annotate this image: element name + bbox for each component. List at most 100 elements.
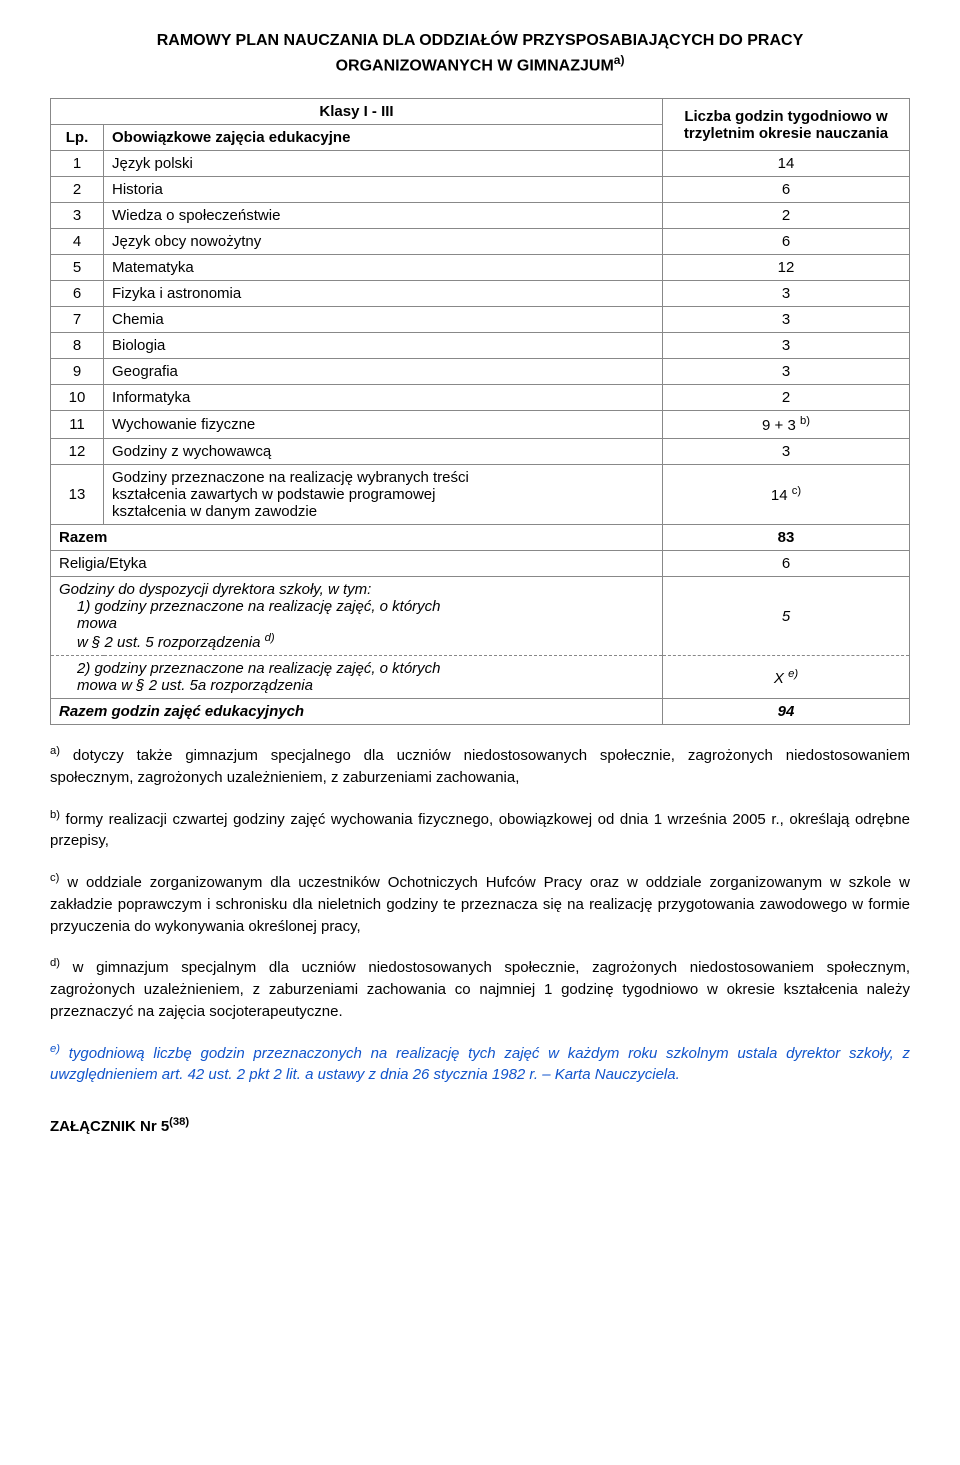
note-b: b) formy realizacji czwartej godziny zaj… xyxy=(50,807,910,853)
table-row: 8Biologia3 xyxy=(51,333,910,359)
row-subject: Geografia xyxy=(104,359,663,385)
row-value: 9 + 3 b) xyxy=(663,411,910,439)
dysp-v2-text: X xyxy=(774,670,788,687)
table-row: 3Wiedza o społeczeństwie2 xyxy=(51,203,910,229)
dysp-item1c: w § 2 ust. 5 rozporządzenia xyxy=(77,634,260,651)
note-e-text: tygodniową liczbę godzin przeznaczonych … xyxy=(50,1045,910,1084)
table-row: 7Chemia3 xyxy=(51,307,910,333)
row-subject-l2: kształcenia zawartych w podstawie progra… xyxy=(112,486,435,503)
row-num: 12 xyxy=(51,439,104,465)
row-value: 6 xyxy=(663,177,910,203)
hours-header: Liczba godzin tygodniowo w trzyletnim ok… xyxy=(663,99,910,151)
dyspozycja-row-1: Godziny do dyspozycji dyrektora szkoły, … xyxy=(51,577,910,656)
row-num: 8 xyxy=(51,333,104,359)
row-subject: Wychowanie fizyczne xyxy=(104,411,663,439)
hours-header-l2: trzyletnim okresie nauczania xyxy=(684,125,888,142)
row-value: 2 xyxy=(663,385,910,411)
table-row: 4Język obcy nowożytny6 xyxy=(51,229,910,255)
razem-value: 83 xyxy=(663,525,910,551)
note-e-sup: e) xyxy=(50,1043,60,1055)
attachment-label: ZAŁĄCZNIK Nr 5 xyxy=(50,1118,169,1135)
attachment: ZAŁĄCZNIK Nr 5(38) xyxy=(50,1116,910,1135)
table-row: 13 Godziny przeznaczone na realizację wy… xyxy=(51,465,910,525)
row-value-sup: c) xyxy=(792,485,801,497)
row-subject: Biologia xyxy=(104,333,663,359)
note-b-sup: b) xyxy=(50,809,60,821)
note-b-text: formy realizacji czwartej godziny zajęć … xyxy=(50,811,910,850)
row-value: 3 xyxy=(663,359,910,385)
note-a: a) dotyczy także gimnazjum specjalnego d… xyxy=(50,743,910,789)
row-value-text: 14 xyxy=(771,487,792,504)
dysp-item1a: 1) godziny przeznaczone na realizację za… xyxy=(77,598,441,615)
row-num: 4 xyxy=(51,229,104,255)
row-subject: Informatyka xyxy=(104,385,663,411)
religia-label: Religia/Etyka xyxy=(51,551,663,577)
note-c: c) w oddziale zorganizowanym dla uczestn… xyxy=(50,870,910,937)
note-c-sup: c) xyxy=(50,872,59,884)
razem-edu-row: Razem godzin zajęć edukacyjnych 94 xyxy=(51,699,910,725)
row-subject: Wiedza o społeczeństwie xyxy=(104,203,663,229)
table-row: 2Historia6 xyxy=(51,177,910,203)
dysp-v2: X e) xyxy=(663,656,910,699)
row-value: 3 xyxy=(663,333,910,359)
note-d-sup: d) xyxy=(50,957,60,969)
row-num: 2 xyxy=(51,177,104,203)
table-row: 10Informatyka2 xyxy=(51,385,910,411)
dysp-item2b: mowa w § 2 ust. 5a rozporządzenia xyxy=(77,677,313,694)
dysp-head: Godziny do dyspozycji dyrektora szkoły, … xyxy=(59,581,371,598)
razem-edu-value: 94 xyxy=(663,699,910,725)
dyspozycja-row-2: 2) godziny przeznaczone na realizację za… xyxy=(51,656,910,699)
row-value: 14 xyxy=(663,151,910,177)
row-subject-l1: Godziny przeznaczone na realizację wybra… xyxy=(112,469,469,486)
row-num: 7 xyxy=(51,307,104,333)
row-subject-l3: kształcenia w danym zawodzie xyxy=(112,503,317,520)
row-num: 13 xyxy=(51,465,104,525)
row-value: 14 c) xyxy=(663,465,910,525)
row-num: 10 xyxy=(51,385,104,411)
row-subject: Język polski xyxy=(104,151,663,177)
row-value: 3 xyxy=(663,439,910,465)
row-value: 12 xyxy=(663,255,910,281)
table-row: 11 Wychowanie fizyczne 9 + 3 b) xyxy=(51,411,910,439)
row-num: 3 xyxy=(51,203,104,229)
table-row: 6Fizyka i astronomia3 xyxy=(51,281,910,307)
title-sup: a) xyxy=(614,53,625,67)
subject-header: Obowiązkowe zajęcia edukacyjne xyxy=(104,125,663,151)
razem-edu-label: Razem godzin zajęć edukacyjnych xyxy=(51,699,663,725)
razem-label: Razem xyxy=(51,525,663,551)
table-row: 1Język polski14 xyxy=(51,151,910,177)
footnotes: a) dotyczy także gimnazjum specjalnego d… xyxy=(50,743,910,1086)
title-line-2: ORGANIZOWANYCH W GIMNAZJUM xyxy=(336,58,614,75)
dysp-item1b: mowa xyxy=(77,615,117,632)
religia-value: 6 xyxy=(663,551,910,577)
table-row: 9Geografia3 xyxy=(51,359,910,385)
razem-row: Razem 83 xyxy=(51,525,910,551)
document-title: RAMOWY PLAN NAUCZANIA DLA ODDZIAŁÓW PRZY… xyxy=(50,30,910,78)
row-subject: Godziny przeznaczone na realizację wybra… xyxy=(104,465,663,525)
row-num: 6 xyxy=(51,281,104,307)
row-value-text: 9 + 3 xyxy=(762,417,796,434)
table-row: 5Matematyka12 xyxy=(51,255,910,281)
table-row: 12 Godziny z wychowawcą 3 xyxy=(51,439,910,465)
row-value-sup: b) xyxy=(800,415,810,427)
dyspozycja-cell-1: Godziny do dyspozycji dyrektora szkoły, … xyxy=(51,577,663,656)
dysp-item1sup: d) xyxy=(265,632,275,644)
row-subject: Matematyka xyxy=(104,255,663,281)
row-value: 6 xyxy=(663,229,910,255)
row-subject: Godziny z wychowawcą xyxy=(104,439,663,465)
row-subject: Język obcy nowożytny xyxy=(104,229,663,255)
lp-header: Lp. xyxy=(51,125,104,151)
row-value: 2 xyxy=(663,203,910,229)
hours-header-l1: Liczba godzin tygodniowo w xyxy=(684,108,887,125)
row-num: 9 xyxy=(51,359,104,385)
row-value: 3 xyxy=(663,281,910,307)
note-d-text: w gimnazjum specjalnym dla uczniów niedo… xyxy=(50,959,910,1020)
note-e: e) tygodniową liczbę godzin przeznaczony… xyxy=(50,1041,910,1087)
row-subject: Fizyka i astronomia xyxy=(104,281,663,307)
row-num: 5 xyxy=(51,255,104,281)
religia-row: Religia/Etyka 6 xyxy=(51,551,910,577)
dyspozycja-cell-2: 2) godziny przeznaczone na realizację za… xyxy=(51,656,663,699)
row-subject: Chemia xyxy=(104,307,663,333)
note-a-text: dotyczy także gimnazjum specjalnego dla … xyxy=(50,747,910,786)
row-subject: Historia xyxy=(104,177,663,203)
